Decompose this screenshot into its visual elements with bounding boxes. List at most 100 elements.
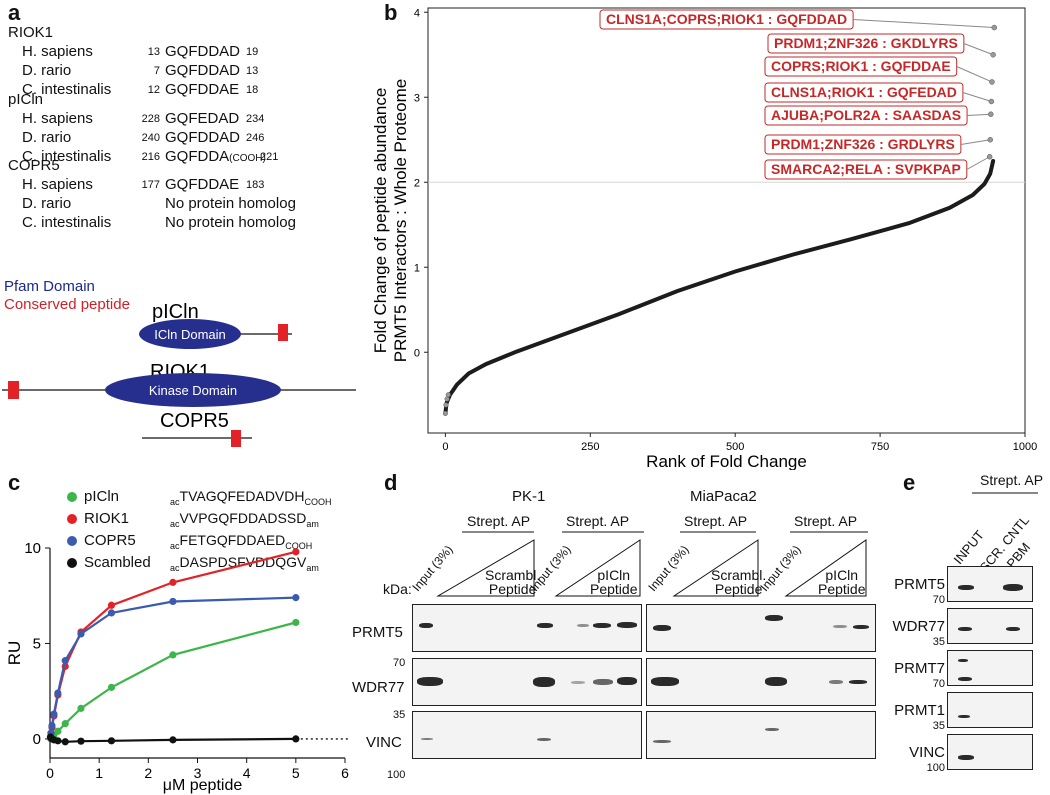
residue-end: 13 (246, 65, 259, 77)
picln-peptide-label-2: pICln Peptide (818, 567, 866, 597)
legend-pfam-domain: Pfam Domain (4, 278, 95, 295)
legend-conserved-peptide: Conserved peptide (4, 296, 130, 313)
residue-end: 234 (246, 113, 265, 125)
data-point-copr5 (107, 609, 116, 617)
data-point-picln (169, 651, 177, 659)
outlier-point (444, 396, 450, 402)
sequence-core: VVPGQFDDADSSD (179, 510, 307, 526)
peptide-sequence: No protein homolog (165, 214, 296, 231)
data-point-copr5 (54, 689, 62, 697)
panel-d-label: d (384, 470, 398, 495)
point-label: PRDM1;ZNF326 : GRDLYRS (771, 136, 955, 152)
blot-mia-wdr77 (646, 658, 876, 706)
protein-group-title: COPR5 (8, 157, 60, 174)
residue-end: 183 (246, 179, 265, 191)
sequence-core: FETGQFDDAED (179, 532, 286, 548)
data-point-picln (54, 727, 62, 735)
point-label: COPRS;RIOK1 : GQFDDAE (771, 58, 951, 74)
panel-b-label: b (384, 0, 398, 25)
blot-e-marker: 35 (932, 720, 945, 732)
x-tick-label: 3 (194, 765, 202, 781)
residue-start: 177 (141, 179, 160, 191)
protein-group-title: pICln (8, 91, 44, 108)
domain-diagrams: pICln ICln Domain RIOK1 Kinase Domain CO… (2, 301, 356, 447)
data-point-scambled (169, 736, 177, 744)
legend-name: pICln (84, 488, 120, 505)
data-point-scambled (107, 737, 116, 745)
point-label: CLNS1A;COPRS;RIOK1 : GQFDDAD (606, 11, 847, 27)
blot-e-marker: 70 (932, 678, 945, 690)
x-axis-label: Rank of Fold Change (646, 452, 807, 470)
species-name: H. sapiens (22, 43, 93, 60)
leader-line (967, 113, 991, 116)
fold-change-curve (443, 159, 996, 416)
blot-d-label-vinc: VINC (366, 734, 402, 751)
x-tick-label: 250 (581, 441, 599, 453)
labeled-point (989, 79, 995, 85)
panel-e-label: e (903, 470, 916, 495)
data-point-copr5 (292, 594, 300, 602)
sequence-terminus: (COOH) (229, 153, 266, 164)
y-axis-label-line2: PRMT5 Interactors : Whole Proteome (391, 79, 410, 362)
blot-mia-vinc (646, 711, 876, 759)
panel-a-label: a (8, 0, 21, 25)
leader-line (956, 66, 993, 83)
diagram-label-picln: pICln (152, 301, 199, 323)
data-point-riok1 (107, 601, 116, 609)
data-point-scambled (77, 737, 85, 745)
data-point-picln (292, 618, 300, 627)
riok1-conserved-peptide (8, 381, 19, 399)
leader-line (963, 43, 994, 56)
y-axis-label-line1: Fold Change of peptide abundance (371, 88, 390, 354)
residue-start: 13 (147, 46, 160, 58)
x-tick-label: 4 (243, 765, 251, 781)
labeled-point (988, 98, 995, 105)
kinase-domain-label: Kinase Domain (149, 383, 237, 398)
sequence-prefix: ac (170, 518, 180, 529)
picln-peptide-label-1: pICln Peptide (590, 567, 638, 597)
legend-name: RIOK1 (84, 510, 130, 527)
sequence-suffix: COOH (285, 540, 313, 551)
outlier-point (445, 392, 451, 398)
outlier-point (443, 402, 449, 408)
x-tick-label: 500 (726, 441, 744, 453)
blot-e-marker: 70 (932, 594, 945, 606)
residue-end: 221 (260, 151, 279, 163)
point-label: AJUBA;POLR2A : SAASDAS (771, 107, 961, 123)
y-tick-label: 4 (414, 7, 420, 19)
blot-e-marker: 100 (926, 762, 945, 774)
residue-start: 240 (141, 132, 160, 144)
outlier-point (442, 410, 448, 417)
peptide-sequence: GQFDDAE (165, 176, 240, 193)
blot-pk1-wdr77 (412, 658, 642, 706)
y-axis-label: RU (5, 641, 24, 666)
blot-e-label: VINC (909, 744, 945, 761)
leader-line (966, 156, 990, 170)
fold-change-chart: 0 250 500 750 1000 0 1 2 3 4 Rank of Fold Change Fo… (371, 7, 1037, 470)
y-tick-label: 0 (33, 731, 41, 748)
x-tick-label: 0 (46, 765, 54, 781)
data-point-picln (107, 683, 116, 691)
y-tick-label: 5 (33, 635, 41, 652)
x-tick-label: 1 (95, 765, 103, 781)
labeled-point (988, 111, 994, 117)
residue-start: 12 (147, 84, 160, 96)
peptide-sequence: GQFDDAE (165, 81, 240, 98)
point-label: SMARCA2;RELA : SVPKPAP (771, 161, 961, 177)
sequence-prefix: ac (170, 562, 180, 573)
data-point-scambled (61, 738, 69, 746)
species-name: C. intestinalis (22, 81, 112, 98)
species-name: D. rario (22, 129, 72, 146)
peptide-sequence: GQFDDAD (165, 62, 240, 79)
blot-pk1-prmt5 (412, 604, 642, 652)
leader-line (962, 92, 992, 102)
sequence-core: TVAGQFEDADVDH (179, 488, 305, 504)
y-tick-label: 1 (414, 262, 420, 274)
residue-end: 19 (246, 46, 259, 58)
triangle-mia-scr (672, 539, 759, 597)
blot-d-label-prmt5: PRMT5 (352, 624, 403, 641)
x-tick-label: 750 (871, 441, 889, 453)
data-point-picln (61, 720, 69, 728)
blot-e-box (947, 650, 1033, 686)
icln-domain-label: ICln Domain (154, 327, 226, 342)
